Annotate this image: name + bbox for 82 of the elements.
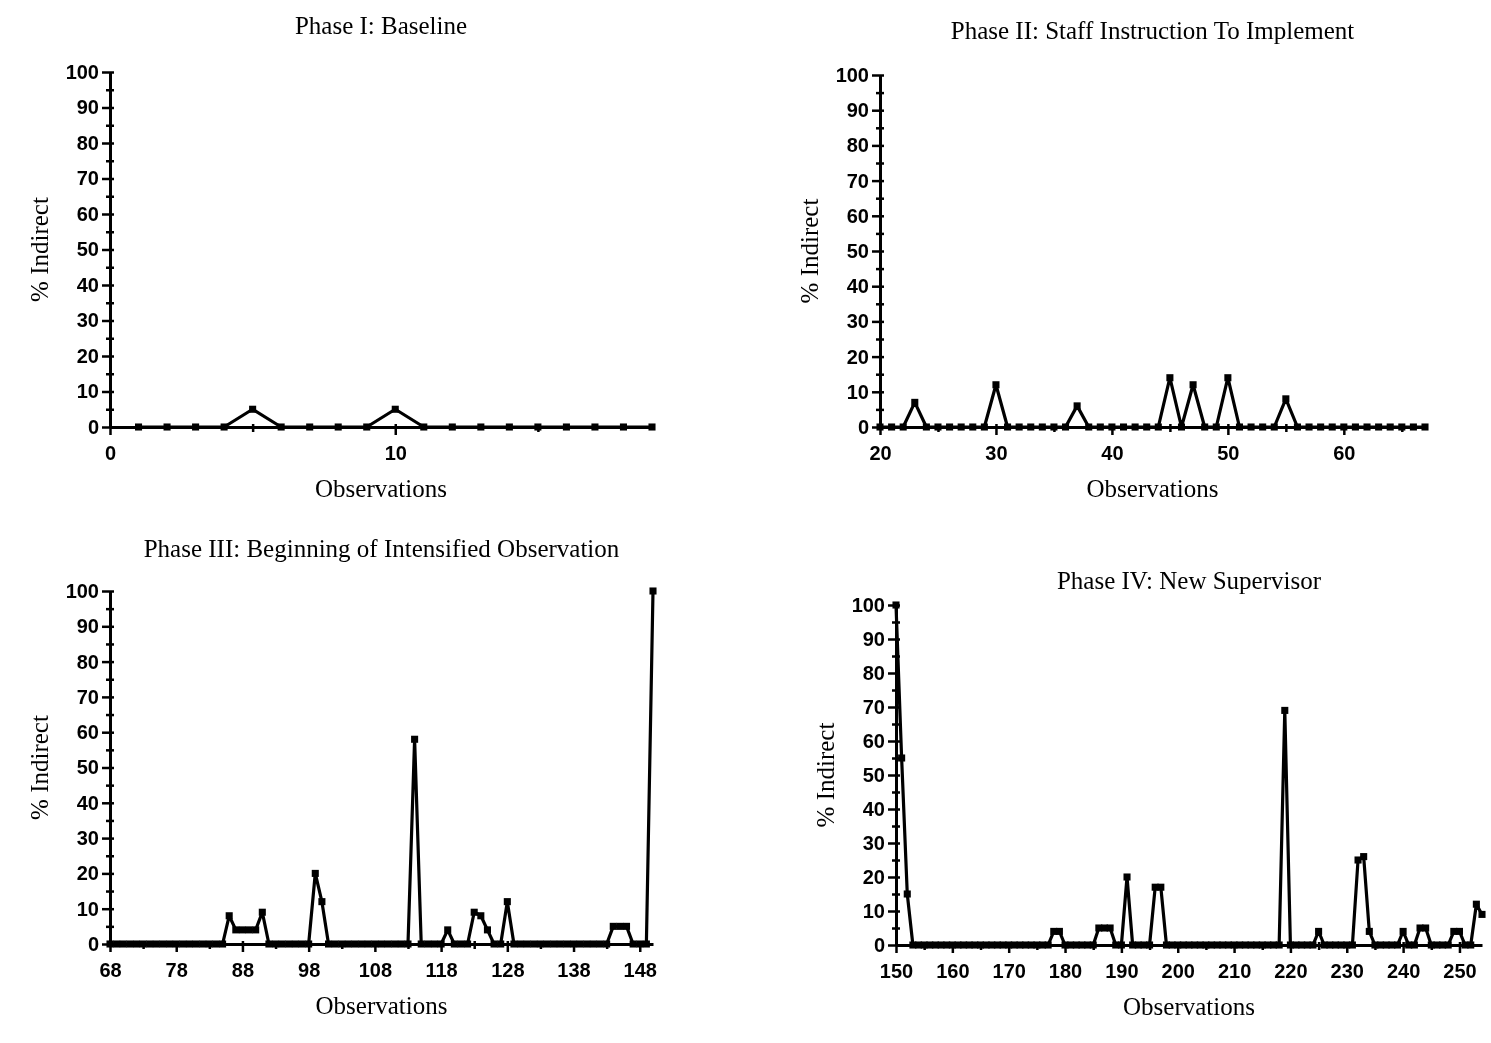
- y-tick-label: 100: [65, 60, 99, 83]
- y-tick-label: 70: [76, 685, 99, 708]
- y-tick-label: 60: [76, 202, 99, 225]
- x-tick-label: 170: [992, 960, 1026, 982]
- x-tick-label: 40: [1101, 442, 1124, 464]
- y-tick-label: 100: [65, 579, 99, 602]
- x-tick-label: 108: [358, 959, 393, 981]
- x-tick-label: 240: [1386, 960, 1421, 982]
- y-tick-label: 90: [76, 96, 99, 119]
- x-tick-label: 118: [425, 959, 458, 981]
- x-tick-label: 250: [1443, 960, 1477, 982]
- y-axis-title: % Indirect: [812, 722, 839, 828]
- y-tick-label: 40: [862, 797, 885, 820]
- y-tick-label: 80: [862, 661, 885, 684]
- y-tick-label: 80: [76, 131, 99, 154]
- y-tick-label: 50: [862, 763, 885, 786]
- x-tick-label: 30: [985, 442, 1008, 464]
- y-tick-label: 30: [76, 309, 99, 332]
- y-tick-label: 20: [76, 344, 99, 367]
- y-tick-label: 0: [87, 415, 99, 438]
- y-tick-label: 60: [846, 204, 869, 227]
- y-tick-label: 80: [846, 134, 869, 157]
- y-tick-label: 10: [76, 380, 99, 403]
- chart-title: Phase II: Staff Instruction To Implement: [950, 16, 1355, 44]
- y-tick-label: 40: [846, 275, 869, 298]
- y-tick-label: 20: [76, 862, 99, 885]
- x-tick-label: 98: [298, 959, 321, 981]
- x-axis-title: Observations: [1123, 993, 1255, 1020]
- y-tick-label: 10: [846, 380, 869, 403]
- x-tick-label: 68: [99, 959, 122, 981]
- y-tick-label: 70: [76, 167, 99, 190]
- y-tick-label: 100: [851, 593, 885, 616]
- y-tick-label: 90: [846, 99, 869, 122]
- x-tick-label: 78: [165, 959, 188, 981]
- x-tick-label: 88: [231, 959, 255, 981]
- y-tick-label: 70: [862, 695, 885, 718]
- y-tick-label: 0: [87, 932, 99, 955]
- x-tick-label: 60: [1333, 442, 1356, 464]
- y-axis-title: % Indirect: [796, 198, 823, 304]
- y-tick-label: 80: [76, 650, 99, 673]
- y-tick-label: 40: [76, 791, 99, 814]
- x-axis-title: Observations: [1086, 475, 1219, 502]
- y-tick-label: 90: [862, 627, 885, 650]
- x-tick-label: 190: [1105, 960, 1139, 982]
- y-axis-title: % Indirect: [26, 197, 53, 302]
- y-tick-label: 50: [76, 756, 99, 779]
- y-tick-label: 40: [76, 273, 99, 296]
- x-tick-label: 220: [1274, 960, 1308, 982]
- x-tick-label: 160: [936, 960, 970, 982]
- y-tick-label: 30: [862, 831, 885, 854]
- y-tick-label: 50: [846, 239, 869, 262]
- x-tick-label: 180: [1048, 960, 1083, 982]
- x-axis-title: Observations: [315, 992, 448, 1019]
- y-tick-label: 10: [862, 899, 885, 922]
- y-tick-label: 30: [846, 310, 869, 333]
- y-tick-label: 10: [76, 897, 99, 920]
- x-tick-label: 138: [557, 959, 591, 981]
- y-tick-label: 30: [76, 827, 99, 849]
- y-tick-label: 90: [76, 615, 99, 638]
- x-tick-label: 210: [1217, 960, 1252, 982]
- x-tick-label: 230: [1330, 960, 1364, 982]
- chart-title: Phase IV: New Supervisor: [1056, 566, 1322, 594]
- x-tick-label: 200: [1161, 960, 1195, 982]
- y-tick-label: 50: [76, 238, 99, 261]
- y-axis-title: % Indirect: [26, 715, 53, 820]
- y-tick-label: 60: [862, 729, 885, 752]
- chart-title: Phase III: Beginning of Intensified Observation: [143, 534, 620, 562]
- y-tick-label: 100: [835, 63, 869, 86]
- x-tick-label: 128: [491, 959, 525, 981]
- x-tick-label: 50: [1217, 442, 1240, 464]
- y-tick-label: 0: [857, 415, 869, 438]
- x-tick-label: 10: [384, 442, 407, 464]
- chart-title: Phase I: Baseline: [294, 11, 468, 39]
- y-tick-label: 20: [862, 865, 885, 888]
- x-tick-label: 148: [623, 959, 657, 981]
- y-tick-label: 70: [846, 169, 869, 192]
- y-tick-label: 60: [76, 721, 99, 744]
- x-tick-label: 0: [104, 442, 117, 464]
- y-tick-label: 0: [873, 933, 885, 956]
- x-axis-title: Observations: [315, 475, 447, 502]
- x-tick-label: 150: [879, 960, 914, 982]
- y-tick-label: 20: [846, 345, 869, 368]
